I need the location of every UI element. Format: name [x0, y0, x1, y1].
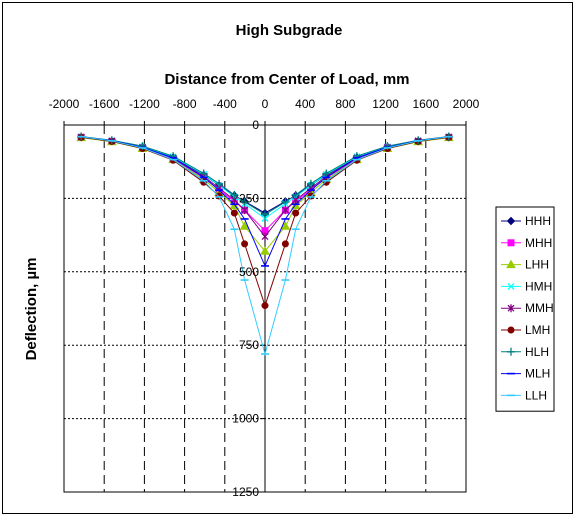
data-point: [199, 169, 208, 178]
x-tick-label: 0: [262, 97, 269, 111]
data-point: [241, 240, 249, 248]
data-point: [280, 221, 291, 230]
data-point: [169, 152, 178, 161]
data-point: [507, 239, 515, 247]
data-point: [507, 304, 515, 313]
legend-label: HHH: [525, 214, 551, 228]
x-tick-label: 2000: [453, 97, 480, 111]
data-point: [322, 169, 331, 178]
data-point: [240, 197, 249, 206]
y-tick-label: 0: [252, 118, 259, 132]
data-point: [239, 221, 250, 230]
data-point: [383, 142, 392, 151]
legend-item: MHH: [501, 236, 552, 250]
data-point: [230, 190, 239, 199]
legend-item: HMH: [501, 279, 552, 293]
legend-label: MMH: [525, 301, 554, 315]
y-tick-label: 250: [239, 191, 259, 205]
x-tick-label: -1200: [129, 97, 160, 111]
data-point: [230, 209, 238, 217]
data-point: [507, 282, 515, 290]
y-tick-label: 1250: [232, 485, 259, 499]
x-tick-label: 400: [295, 97, 315, 111]
legend-label: LHH: [525, 258, 549, 272]
x-tick-label: 800: [335, 97, 355, 111]
data-point: [292, 209, 300, 217]
x-tick-label: 1600: [412, 97, 439, 111]
data-point: [281, 197, 290, 206]
data-point: [260, 246, 270, 255]
y-axis-title: Deflection, µm: [23, 258, 40, 361]
legend-item: LMH: [501, 323, 550, 337]
tick-labels: -2000 -1600 -1200 -800 -400 0 400 800 1200 1600 20…: [49, 97, 480, 499]
y-tick-label: 750: [239, 338, 259, 352]
series-layer: [76, 132, 454, 356]
data-point: [307, 192, 315, 200]
series-llh: [77, 135, 453, 356]
legend-label: LMH: [525, 323, 550, 337]
data-point: [506, 259, 516, 269]
data-point: [281, 206, 289, 215]
legend-label: HLH: [525, 345, 549, 359]
y-tick-label: 500: [239, 265, 259, 279]
data-point: [261, 232, 269, 241]
legend-label: HMH: [525, 279, 552, 293]
legend-item: HLH: [501, 345, 549, 359]
legend-item: MMH: [501, 301, 554, 315]
data-point: [506, 216, 516, 226]
legend-label: MLH: [525, 367, 550, 381]
data-point: [215, 179, 224, 188]
chart-title: High Subgrade: [236, 22, 343, 39]
x-tick-label: 1200: [372, 97, 399, 111]
legend-label: LLH: [525, 388, 547, 402]
legend-item: LLH: [501, 388, 547, 402]
x-tick-label: -2000: [49, 97, 80, 111]
x-tick-label: -800: [173, 97, 197, 111]
legend-box: [495, 206, 555, 412]
data-point: [138, 142, 147, 151]
y-tick-label: 1000: [232, 412, 259, 426]
legend-item: HHH: [501, 214, 551, 228]
data-point: [261, 210, 269, 219]
data-point: [261, 302, 269, 310]
data-point: [352, 152, 361, 161]
data-point: [281, 240, 289, 248]
data-point: [291, 190, 300, 199]
legend-label: MHH: [525, 236, 552, 250]
legend-item: LHH: [501, 258, 549, 272]
legend: HHH MHH LHH HMH MMH LMH HLH MLH LLH: [495, 206, 555, 412]
x-tick-label: -400: [213, 97, 237, 111]
data-point: [507, 326, 515, 334]
data-point: [507, 347, 515, 356]
legend-item: MLH: [501, 367, 550, 381]
x-axis-title: Distance from Center of Load, mm: [164, 71, 409, 88]
data-point: [215, 192, 223, 200]
x-tick-label: -1600: [89, 97, 120, 111]
data-point: [241, 206, 249, 215]
data-point: [306, 179, 315, 188]
